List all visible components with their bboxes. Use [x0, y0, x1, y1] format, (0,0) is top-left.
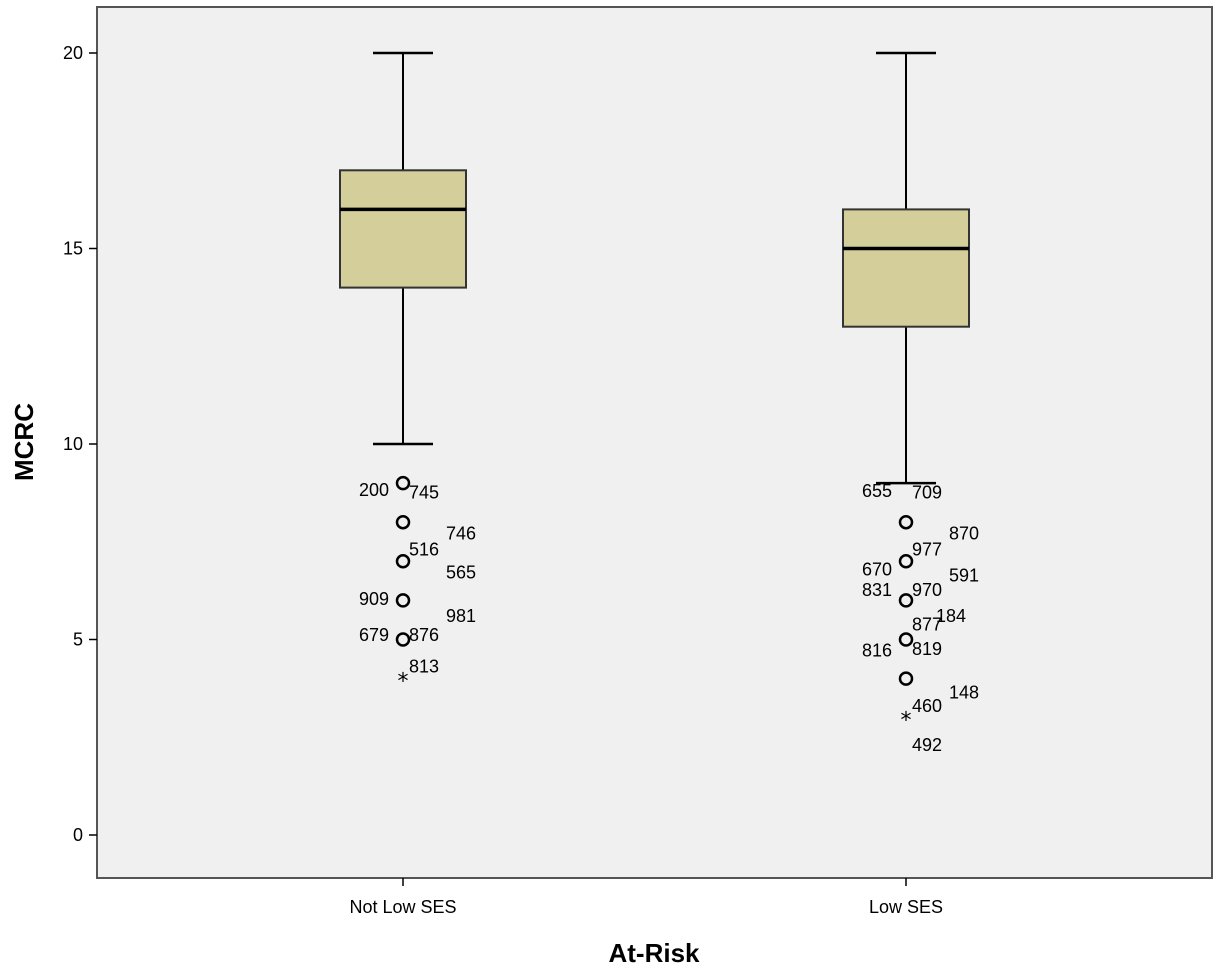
outlier-label: 148	[949, 683, 979, 703]
y-tick-label: 20	[63, 43, 83, 63]
extreme-outlier-marker: *	[901, 709, 912, 734]
outlier-marker	[395, 593, 411, 608]
x-tick-label: Low SES	[869, 897, 943, 917]
outlier-label: 679	[359, 625, 389, 645]
outlier-label: 492	[912, 735, 942, 755]
outlier-marker	[898, 554, 914, 569]
y-tick-label: 5	[73, 630, 83, 650]
outlier-label: 870	[949, 523, 979, 543]
outlier-label: 565	[446, 562, 476, 582]
outlier-marker	[898, 671, 914, 686]
outlier-label: 876	[409, 625, 439, 645]
outlier-marker	[395, 554, 411, 569]
outlier-marker	[395, 632, 411, 647]
outlier-label: 813	[409, 657, 439, 677]
outlier-marker	[898, 632, 914, 647]
extreme-outlier-marker: *	[398, 670, 409, 695]
outlier-label: 655	[862, 481, 892, 501]
outlier-label: 981	[446, 606, 476, 626]
outlier-label: 670	[862, 559, 892, 579]
x-axis: Not Low SES Low SES	[349, 878, 943, 917]
outlier-label: 877	[912, 615, 942, 635]
outlier-marker	[898, 593, 914, 608]
x-tick-label: Not Low SES	[349, 897, 456, 917]
box-group: * 200 745 746 516 565 909 981 679 876 813	[339, 51, 476, 695]
y-axis-title: MCRC	[9, 403, 39, 481]
outlier-label: 516	[409, 539, 439, 559]
y-tick-label: 0	[73, 825, 83, 845]
outlier-marker	[898, 514, 914, 530]
outlier-label: 591	[949, 565, 979, 585]
outlier-label: 977	[912, 539, 942, 559]
outlier-label: 970	[912, 580, 942, 600]
y-tick-label: 10	[63, 434, 83, 454]
outlier-label: 745	[409, 483, 439, 503]
outlier-label: 184	[936, 606, 966, 626]
outlier-label: 460	[912, 696, 942, 716]
outlier-label: 816	[862, 641, 892, 661]
outlier-label: 709	[912, 483, 942, 503]
outlier-marker	[395, 514, 411, 530]
box-iqr	[842, 208, 970, 328]
plot-area	[96, 6, 1213, 879]
x-axis-title: At-Risk	[608, 938, 700, 968]
outlier-label: 831	[862, 580, 892, 600]
y-axis: 0 5 10 15 20	[63, 43, 97, 845]
outlier-label: 909	[359, 589, 389, 609]
outlier-marker	[395, 475, 411, 491]
outlier-label: 200	[359, 480, 389, 500]
outlier-label: 819	[912, 639, 942, 659]
y-tick-label: 15	[63, 239, 83, 259]
outlier-label: 746	[446, 523, 476, 543]
box-iqr	[339, 169, 467, 289]
